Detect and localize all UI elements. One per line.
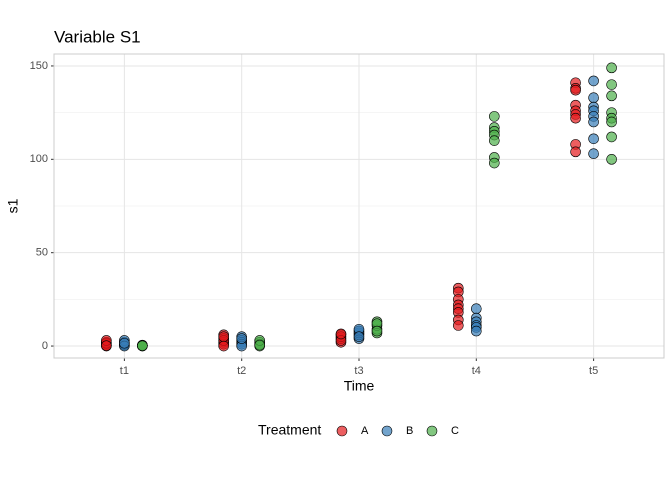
point xyxy=(371,325,383,337)
legend-label: C xyxy=(451,425,459,437)
x-axis-label: Time xyxy=(344,378,375,394)
legend-marker xyxy=(336,425,348,437)
point xyxy=(588,148,599,160)
point xyxy=(236,333,247,344)
point xyxy=(606,131,617,143)
point xyxy=(588,75,599,87)
x-tick-label: t2 xyxy=(237,365,246,377)
y-tick-label: 50 xyxy=(36,247,48,259)
point xyxy=(588,116,599,128)
point xyxy=(588,133,599,145)
chart-title: Variable S1 xyxy=(54,27,141,46)
x-tick-label: t4 xyxy=(472,365,481,377)
point xyxy=(471,303,482,315)
point xyxy=(570,112,581,124)
point xyxy=(489,157,500,169)
x-tick-label: t1 xyxy=(120,365,129,377)
legend-label: A xyxy=(361,425,369,437)
point xyxy=(606,154,617,165)
point xyxy=(606,79,617,90)
y-tick-label: 0 xyxy=(42,340,48,352)
legend-label: B xyxy=(406,425,413,437)
point xyxy=(353,331,365,343)
point xyxy=(606,116,617,128)
y-axis-label: s1 xyxy=(5,198,21,213)
point xyxy=(570,146,581,158)
point xyxy=(606,62,617,74)
y-tick-label: 100 xyxy=(30,153,48,165)
point xyxy=(453,320,464,331)
point xyxy=(489,135,500,146)
point xyxy=(254,339,265,351)
point xyxy=(471,325,482,337)
x-tick-label: t3 xyxy=(354,365,363,377)
legend-title: Treatment xyxy=(258,422,321,438)
x-tick-label: t5 xyxy=(589,365,598,377)
point xyxy=(489,111,500,122)
point xyxy=(588,92,599,103)
point xyxy=(101,340,112,351)
point xyxy=(119,337,130,349)
point xyxy=(606,90,617,102)
panel-border xyxy=(53,53,665,359)
point xyxy=(335,328,347,340)
point xyxy=(570,84,581,96)
point xyxy=(218,340,229,352)
legend-marker xyxy=(426,425,438,437)
point xyxy=(137,340,148,352)
y-tick-label: 150 xyxy=(30,60,48,72)
point xyxy=(218,331,229,343)
legend-marker xyxy=(381,425,393,437)
